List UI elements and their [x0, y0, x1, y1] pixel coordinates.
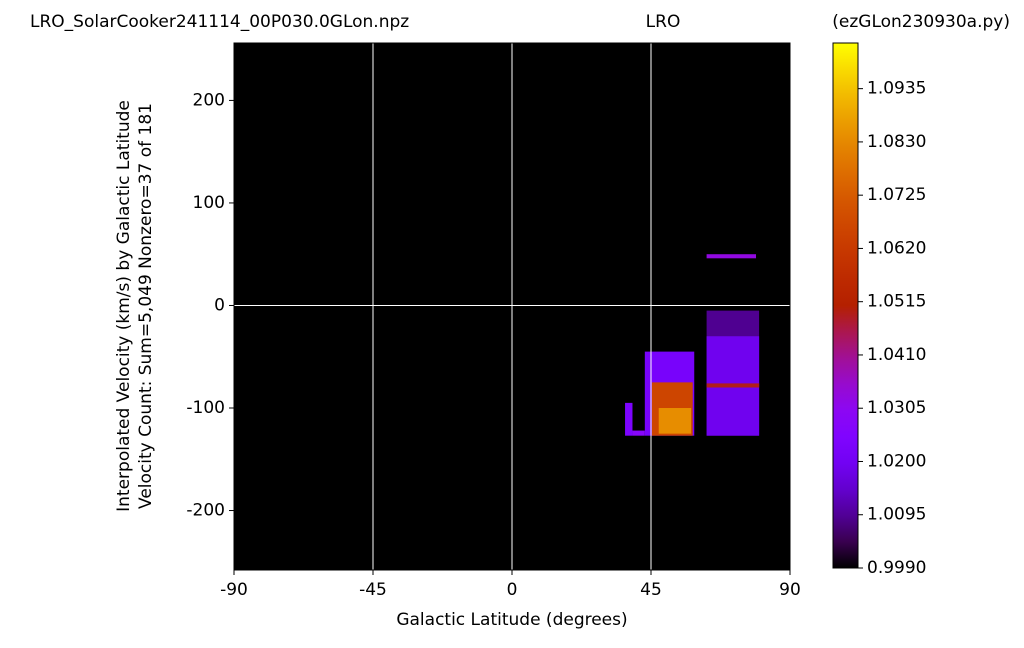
colorbar-tick-label: 1.0305 — [867, 398, 926, 418]
x-tick-label: 45 — [640, 580, 662, 600]
colorbar-tick-label: 1.0410 — [867, 345, 926, 365]
heatmap-cell — [632, 430, 645, 436]
y-tick-label: -200 — [186, 501, 225, 521]
y-tick-label: 100 — [193, 193, 225, 213]
heatmap-cell — [706, 254, 757, 259]
colorbar — [832, 42, 859, 569]
x-tick-label: -45 — [359, 580, 387, 600]
y-tick-label: 0 — [214, 295, 225, 315]
chart-title: LRO_SolarCooker241114_00P030.0GLon.npz — [30, 12, 409, 32]
y-axis-label: Interpolated Velocity (km/s) by Galactic… — [114, 100, 134, 512]
colorbar-tick-label: 1.0515 — [867, 292, 926, 312]
colorbar-tick-label: 1.0620 — [867, 238, 926, 258]
colorbar-tick-label: 1.0830 — [867, 132, 926, 152]
colorbar-tick-label: 1.0935 — [867, 79, 926, 99]
x-tick-label: 90 — [779, 580, 801, 600]
heatmap-cell — [658, 408, 692, 434]
colorbar-tick-label: 0.9990 — [867, 558, 926, 578]
x-tick-label: 0 — [507, 580, 518, 600]
y-axis-label: Velocity Count: Sum=5,049 Nonzero=37 of … — [136, 103, 156, 509]
x-tick-label: -90 — [220, 580, 248, 600]
y-tick-label: -100 — [186, 398, 225, 418]
colorbar-tick-label: 1.0200 — [867, 451, 926, 471]
y-tick-label: 200 — [193, 90, 225, 110]
x-axis-label: Galactic Latitude (degrees) — [396, 610, 627, 630]
heatmap-cell — [625, 402, 633, 436]
chart-subtitle: LRO — [646, 12, 681, 32]
colorbar-tick-label: 1.0725 — [867, 185, 926, 205]
chart-source: (ezGLon230930a.py) — [832, 12, 1010, 32]
heatmap-cell — [706, 383, 760, 388]
colorbar-tick-label: 1.0095 — [867, 505, 926, 525]
